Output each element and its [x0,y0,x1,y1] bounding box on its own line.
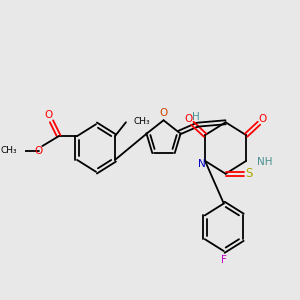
Text: S: S [246,167,253,180]
Text: O: O [45,110,53,120]
Text: O: O [259,114,267,124]
Text: NH: NH [257,157,273,167]
Text: F: F [221,255,227,265]
Text: CH₃: CH₃ [0,146,17,155]
Text: O: O [159,108,168,118]
Text: CH₃: CH₃ [133,117,150,126]
Text: N: N [197,159,205,169]
Text: H: H [192,112,200,122]
Text: O: O [184,114,193,124]
Text: O: O [34,146,43,156]
